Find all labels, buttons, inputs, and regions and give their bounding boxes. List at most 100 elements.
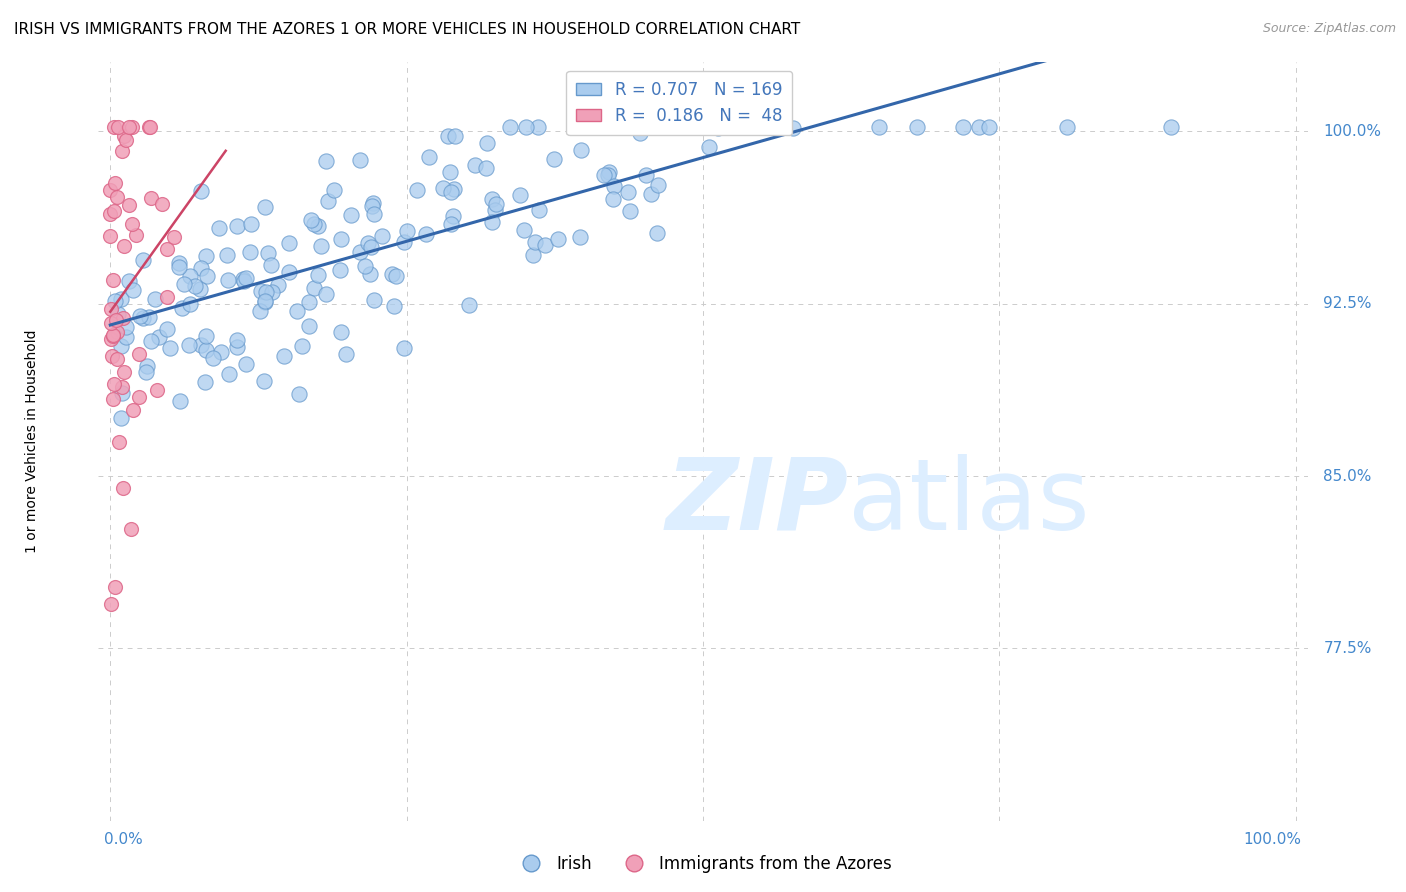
Point — [543, 152, 565, 166]
Point — [135, 365, 157, 379]
Point — [298, 295, 321, 310]
Point — [235, 357, 257, 371]
Point — [179, 296, 201, 310]
Point — [593, 168, 616, 182]
Point — [118, 198, 141, 212]
Point — [104, 294, 127, 309]
Point — [155, 322, 177, 336]
Point — [307, 219, 329, 233]
Point — [406, 183, 429, 197]
Point — [100, 332, 122, 346]
Point — [754, 120, 776, 134]
Point — [100, 301, 122, 316]
Point — [349, 245, 371, 260]
Point — [522, 247, 544, 261]
Point — [288, 386, 311, 401]
Point — [254, 294, 277, 309]
Point — [100, 207, 122, 221]
Point — [569, 143, 592, 157]
Legend: Irish, Immigrants from the Azores: Irish, Immigrants from the Azores — [508, 848, 898, 880]
Point — [602, 178, 624, 193]
Point — [209, 344, 232, 359]
Point — [713, 120, 735, 134]
Point — [645, 226, 668, 240]
Point — [190, 337, 212, 351]
Point — [309, 239, 332, 253]
Point — [568, 230, 591, 244]
Point — [977, 120, 1000, 134]
Point — [194, 375, 217, 389]
Point — [217, 273, 239, 287]
Point — [441, 209, 464, 223]
Point — [101, 350, 124, 364]
Point — [195, 249, 218, 263]
Point — [100, 184, 122, 198]
Point — [515, 120, 537, 134]
Point — [628, 127, 651, 141]
Point — [1160, 120, 1182, 134]
Point — [139, 334, 162, 348]
Point — [111, 481, 134, 495]
Point — [439, 165, 461, 179]
Point — [195, 328, 218, 343]
Text: Source: ZipAtlas.com: Source: ZipAtlas.com — [1263, 22, 1396, 36]
Point — [103, 329, 125, 343]
Point — [260, 258, 283, 272]
Point — [226, 333, 249, 347]
Point — [432, 181, 454, 195]
Point — [232, 274, 254, 288]
Point — [285, 303, 308, 318]
Point — [249, 303, 271, 318]
Point — [118, 120, 141, 134]
Point — [322, 183, 344, 197]
Point — [136, 359, 159, 373]
Point — [240, 217, 263, 231]
Point — [380, 267, 402, 281]
Point — [782, 121, 804, 136]
Point — [329, 326, 352, 340]
Point — [254, 285, 277, 300]
Point — [249, 284, 271, 298]
Point — [105, 190, 128, 204]
Point — [143, 292, 166, 306]
Point — [190, 282, 212, 296]
Point — [128, 347, 150, 361]
Point — [115, 330, 138, 344]
Point — [257, 245, 280, 260]
Point — [177, 338, 200, 352]
Point — [170, 301, 193, 316]
Point — [167, 256, 190, 270]
Point — [307, 268, 329, 282]
Point — [156, 243, 179, 257]
Point — [475, 161, 498, 175]
Point — [395, 224, 418, 238]
Point — [523, 235, 546, 250]
Point — [630, 120, 652, 134]
Point — [150, 197, 173, 211]
Point — [118, 274, 141, 288]
Point — [640, 186, 662, 201]
Point — [688, 120, 710, 134]
Point — [107, 120, 129, 134]
Text: 92.5%: 92.5% — [1323, 296, 1372, 311]
Point — [114, 320, 136, 334]
Point — [167, 260, 190, 274]
Point — [527, 120, 550, 134]
Text: 77.5%: 77.5% — [1323, 640, 1372, 656]
Point — [111, 386, 134, 401]
Point — [235, 270, 257, 285]
Point — [262, 285, 284, 299]
Point — [728, 120, 751, 134]
Point — [184, 279, 207, 293]
Point — [138, 310, 160, 324]
Point — [340, 208, 363, 222]
Point — [179, 269, 201, 284]
Point — [602, 192, 624, 206]
Point — [159, 341, 181, 355]
Point — [952, 120, 974, 134]
Point — [112, 128, 135, 143]
Point — [132, 253, 155, 268]
Point — [499, 120, 522, 134]
Point — [232, 272, 254, 286]
Point — [475, 136, 498, 150]
